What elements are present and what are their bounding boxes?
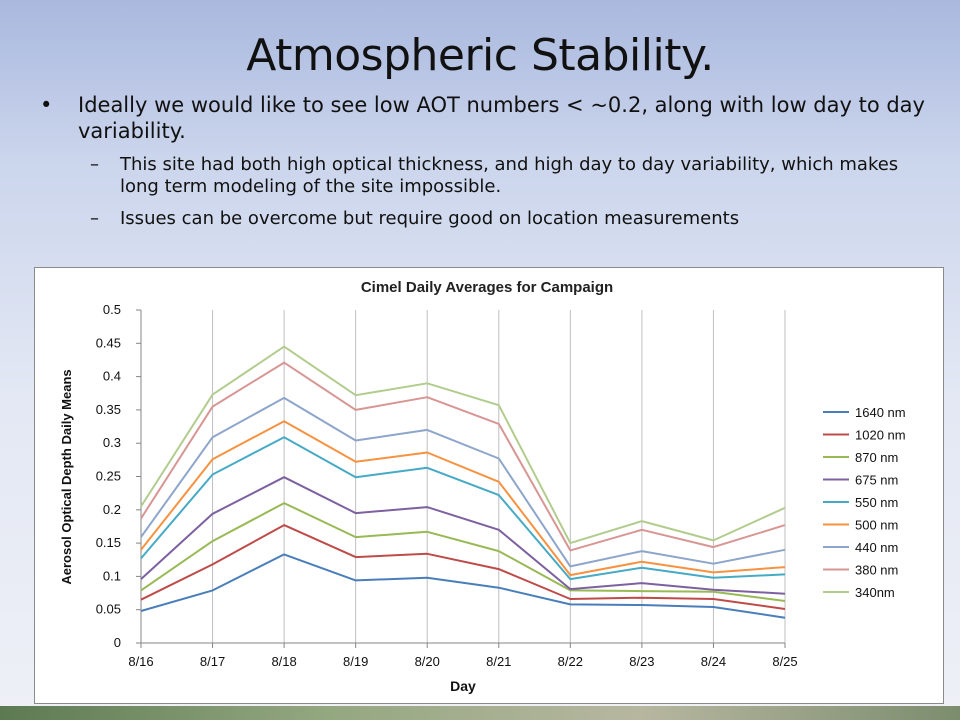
series-line-340nm xyxy=(140,345,786,545)
legend-label: 870 nm xyxy=(855,450,898,465)
y-axis-label: Aerosol Optical Depth Daily Means xyxy=(59,369,74,584)
x-tick-label: 8/24 xyxy=(701,654,726,669)
legend-label: 380 nm xyxy=(855,563,898,578)
y-tick-label: 0.25 xyxy=(96,469,121,484)
legend-label: 340nm xyxy=(855,585,895,600)
series-line-550nm xyxy=(140,436,786,581)
y-tick-label: 0.3 xyxy=(103,435,121,450)
line-chart: Cimel Daily Averages for Campaign Aeroso… xyxy=(59,279,906,694)
legend-label: 1020 nm xyxy=(855,428,906,443)
sub-bullet-text: Issues can be overcome but require good … xyxy=(120,208,740,229)
x-tick-label: 8/17 xyxy=(200,654,225,669)
x-tick-label: 8/16 xyxy=(128,654,153,669)
legend-label: 500 nm xyxy=(855,518,898,533)
dash-glyph: – xyxy=(90,208,99,229)
y-tick-label: 0.1 xyxy=(103,568,121,583)
y-tick-label: 0.35 xyxy=(96,402,121,417)
sub-bullet-item: – This site had both high optical thickn… xyxy=(40,154,940,198)
x-tick-label: 8/23 xyxy=(629,654,654,669)
plot-area: 0 0.05 0.1 0.15 0.2 0.25 0.3 0.35 0.4 0.45 0.5 8/16… xyxy=(96,302,798,669)
x-tick-label: 8/22 xyxy=(558,654,583,669)
y-tick-label: 0.05 xyxy=(96,602,121,617)
series-line-1020nm xyxy=(140,524,786,610)
series-line-1640nm xyxy=(140,553,786,619)
y-tick-label: 0.2 xyxy=(103,502,121,517)
chart-title: Cimel Daily Averages for Campaign xyxy=(361,279,613,296)
x-axis-label: Day xyxy=(450,678,476,694)
chart-container: Cimel Daily Averages for Campaign Aeroso… xyxy=(34,267,944,704)
y-tick-label: 0.5 xyxy=(103,302,121,317)
x-tick-label: 8/19 xyxy=(343,654,368,669)
slide-title: Atmospheric Stability. xyxy=(246,30,714,81)
series-line-675nm xyxy=(140,476,786,595)
bullet-item: • Ideally we would like to see low AOT n… xyxy=(40,92,940,144)
bullet-text: Ideally we would like to see low AOT num… xyxy=(78,93,925,143)
footer-bar xyxy=(0,706,960,720)
legend: 1640 nm 1020 nm 870 nm 675 nm 550 nm 500 nm 44… xyxy=(823,405,906,600)
legend-label: 675 nm xyxy=(855,473,898,488)
y-tick-label: 0.15 xyxy=(96,535,121,550)
x-tick-label: 8/21 xyxy=(486,654,511,669)
y-tick-label: 0 xyxy=(114,635,121,650)
y-tick-label: 0.4 xyxy=(103,369,121,384)
bullet-list: • Ideally we would like to see low AOT n… xyxy=(40,92,940,230)
x-tick-label: 8/20 xyxy=(415,654,440,669)
series-line-870nm xyxy=(140,502,786,602)
sub-bullet-item: – Issues can be overcome but require goo… xyxy=(40,208,940,230)
series-line-500nm xyxy=(140,420,786,577)
series-line-380nm xyxy=(140,361,786,552)
legend-label: 1640 nm xyxy=(855,405,906,420)
legend-label: 440 nm xyxy=(855,540,898,555)
sub-bullet-text: This site had both high optical thicknes… xyxy=(120,154,899,197)
dash-glyph: – xyxy=(90,154,99,175)
legend-label: 550 nm xyxy=(855,495,898,510)
bullet-glyph: • xyxy=(40,93,53,117)
y-tick-label: 0.45 xyxy=(96,335,121,350)
series-line-440nm xyxy=(140,396,786,568)
x-tick-label: 8/25 xyxy=(772,654,797,669)
x-tick-label: 8/18 xyxy=(271,654,296,669)
